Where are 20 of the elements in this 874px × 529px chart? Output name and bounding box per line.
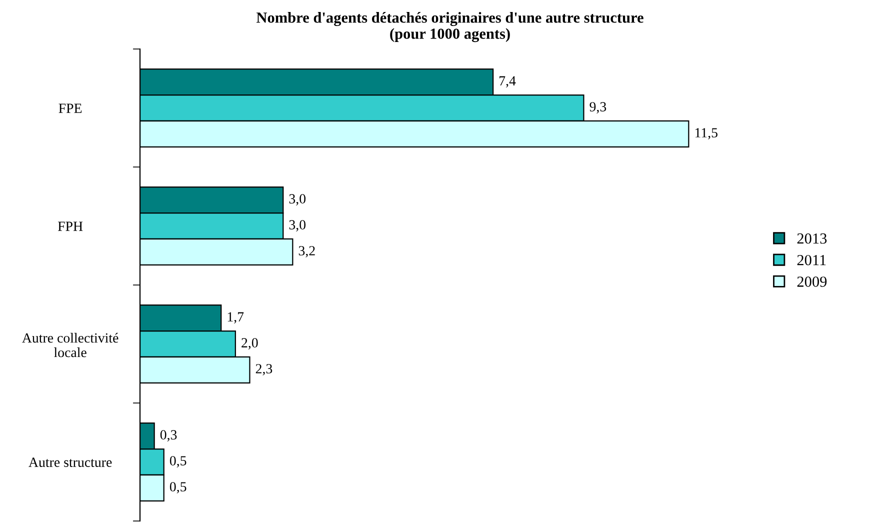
data-label: 0,5 — [170, 456, 186, 468]
data-label: 3,0 — [289, 194, 306, 206]
legend-label: 2011 — [797, 254, 826, 266]
data-label: 9,3 — [590, 102, 606, 114]
data-label: 1,7 — [228, 312, 244, 324]
y-tick-label: FPH — [58, 222, 83, 231]
y-tick-label: Autre collectivité locale — [22, 332, 118, 358]
data-label: 2,3 — [256, 364, 272, 376]
data-label: 3,2 — [298, 246, 315, 258]
data-label: 11,5 — [695, 128, 718, 140]
y-tick-label: Autre structure — [28, 458, 112, 467]
data-label: 3,0 — [289, 220, 306, 232]
data-label: 2,0 — [242, 338, 258, 350]
legend-label: 2013 — [797, 233, 827, 244]
data-label: 7,4 — [500, 76, 516, 88]
data-label: 0,5 — [170, 482, 186, 494]
y-tick-label: FPE — [58, 104, 82, 113]
chart-title: Nombre d'agents détachés originaires d'une autre structure (pour 1000 agents) — [256, 12, 644, 42]
legend-label: 2009 — [797, 276, 827, 287]
data-label: 0,3 — [160, 430, 177, 442]
